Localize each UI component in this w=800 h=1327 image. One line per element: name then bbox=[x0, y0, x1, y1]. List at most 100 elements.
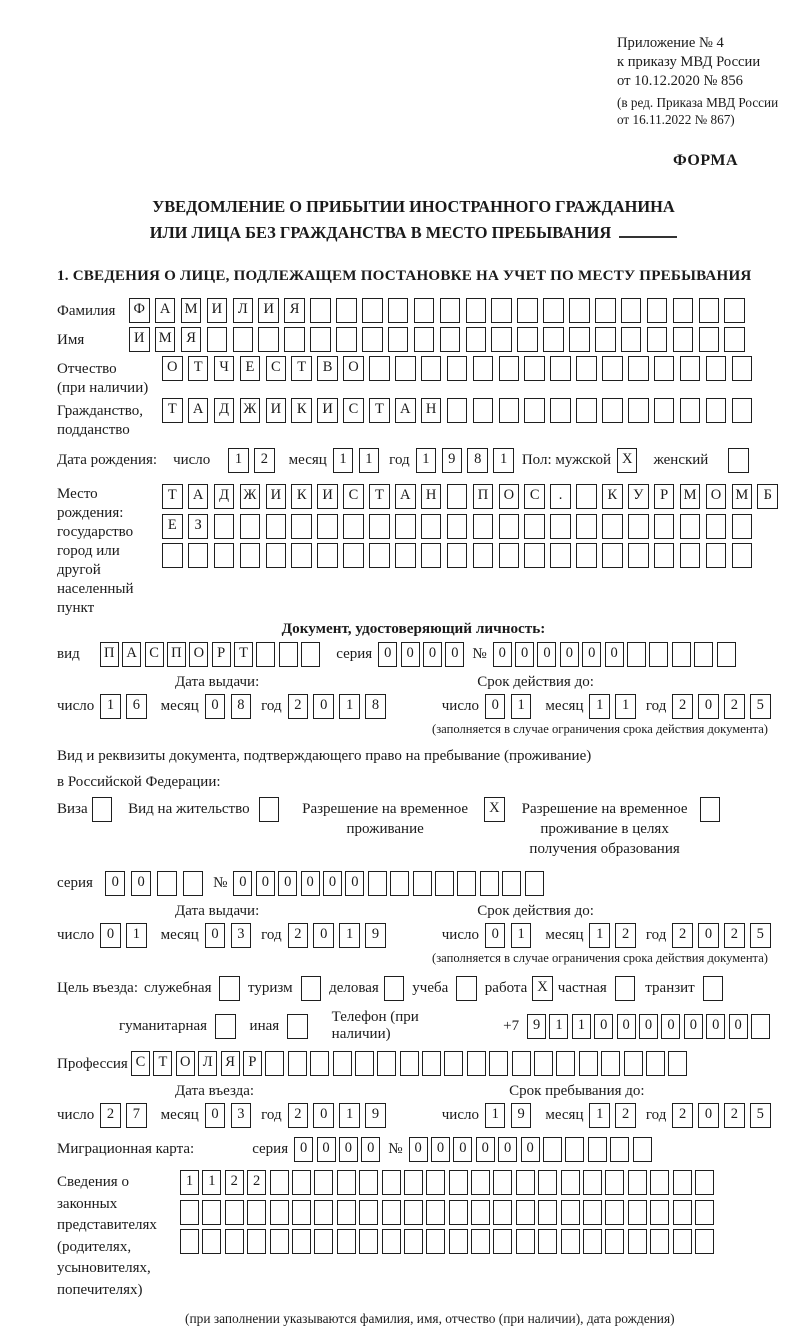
residence-permit-checkbox-cell[interactable] bbox=[258, 797, 280, 822]
birth-year-cell[interactable]: 1 bbox=[415, 448, 437, 473]
doc-number-cell[interactable] bbox=[694, 642, 714, 667]
birth-place-char-cell[interactable]: И bbox=[265, 484, 287, 509]
migration-series-cell[interactable]: 0 bbox=[361, 1137, 381, 1162]
profession-char-cell[interactable] bbox=[668, 1051, 688, 1076]
profession-char-cell[interactable]: Р bbox=[242, 1051, 262, 1076]
representative-char-cell[interactable] bbox=[291, 1229, 311, 1254]
representative-char-cell[interactable] bbox=[650, 1199, 670, 1225]
representative-char-cell[interactable] bbox=[672, 1199, 692, 1225]
patronymic-char-cell[interactable]: Т bbox=[187, 356, 209, 381]
representative-char-cell[interactable] bbox=[202, 1229, 222, 1254]
business-checkbox[interactable] bbox=[383, 976, 405, 1001]
citizenship-char-cell[interactable]: Ж bbox=[239, 398, 261, 423]
representative-char-cell[interactable] bbox=[627, 1229, 647, 1254]
name-char-cell[interactable] bbox=[310, 327, 331, 352]
representative-char-cell[interactable] bbox=[336, 1229, 356, 1254]
humanitarian-checkbox-cell[interactable] bbox=[215, 1013, 236, 1039]
residence-valid-day-cell[interactable]: 0 bbox=[484, 923, 506, 948]
representative-char-cell[interactable] bbox=[493, 1199, 513, 1225]
birth-place-char-cell[interactable] bbox=[550, 543, 571, 568]
birth-place-char-cell[interactable] bbox=[472, 513, 494, 539]
transit-checkbox-cell[interactable] bbox=[702, 976, 724, 1001]
profession-char-cell[interactable] bbox=[511, 1051, 531, 1076]
birth-place-char-cell[interactable] bbox=[679, 513, 701, 539]
citizenship-char-cell[interactable]: А bbox=[187, 398, 209, 423]
citizenship-char-cell[interactable]: С bbox=[343, 398, 364, 423]
patronymic-char-cell[interactable]: О bbox=[162, 356, 183, 381]
birth-place-char-cell[interactable]: Д bbox=[213, 484, 235, 509]
representative-char-cell[interactable] bbox=[515, 1229, 535, 1254]
representative-char-cell[interactable] bbox=[426, 1170, 446, 1195]
residence-series-cell[interactable] bbox=[182, 871, 204, 896]
doc-number-cell[interactable]: 0 bbox=[582, 642, 602, 667]
citizenship-char-cell[interactable] bbox=[679, 398, 701, 423]
birth-place-char-cell[interactable] bbox=[420, 543, 442, 568]
residence-issue-day-cell[interactable]: 1 bbox=[126, 923, 147, 948]
birth-place-char-cell[interactable] bbox=[653, 543, 675, 568]
residence-permit-checkbox[interactable] bbox=[258, 797, 280, 822]
doc-valid-year-cell[interactable]: 5 bbox=[750, 694, 771, 719]
migration-number-cell[interactable] bbox=[610, 1137, 630, 1162]
representative-char-cell[interactable] bbox=[336, 1170, 356, 1195]
citizenship-char-cell[interactable]: Д bbox=[213, 398, 235, 423]
representative-char-cell[interactable]: 1 bbox=[180, 1170, 199, 1195]
surname-char-cell[interactable] bbox=[543, 298, 564, 323]
birth-place-char-cell[interactable] bbox=[343, 543, 364, 568]
name-char-cell[interactable] bbox=[491, 327, 512, 352]
surname-char-cell[interactable] bbox=[517, 298, 538, 323]
private-checkbox-cell[interactable] bbox=[614, 976, 636, 1001]
doc-kind-char-cell[interactable] bbox=[256, 642, 276, 667]
profession-char-cell[interactable] bbox=[399, 1051, 419, 1076]
representative-char-cell[interactable] bbox=[247, 1229, 267, 1254]
surname-char-cell[interactable]: И bbox=[206, 298, 228, 323]
residence-number-cell[interactable]: 0 bbox=[255, 871, 275, 896]
birth-place-char-cell[interactable] bbox=[524, 543, 545, 568]
migration-series-cell[interactable]: 0 bbox=[338, 1137, 358, 1162]
doc-kind-char-cell[interactable]: Р bbox=[211, 642, 231, 667]
residence-issue-year-cell[interactable]: 1 bbox=[339, 923, 360, 948]
residence-valid-year-cell[interactable]: 0 bbox=[698, 923, 719, 948]
surname-char-cell[interactable] bbox=[698, 298, 720, 323]
citizenship-char-cell[interactable] bbox=[472, 398, 494, 423]
surname-char-cell[interactable] bbox=[413, 298, 435, 323]
doc-kind-char-cell[interactable]: П bbox=[99, 642, 119, 667]
doc-issue-year-cell[interactable]: 0 bbox=[313, 694, 334, 719]
surname-char-cell[interactable]: Я bbox=[284, 298, 305, 323]
doc-number-cell[interactable] bbox=[671, 642, 691, 667]
doc-number-cell[interactable]: 0 bbox=[537, 642, 557, 667]
birth-place-char-cell[interactable]: М bbox=[731, 484, 753, 509]
profession-char-cell[interactable] bbox=[466, 1051, 486, 1076]
surname-char-cell[interactable] bbox=[465, 298, 487, 323]
representative-char-cell[interactable] bbox=[627, 1170, 647, 1195]
phone-digit-cell[interactable]: 1 bbox=[549, 1013, 569, 1039]
name-char-cell[interactable] bbox=[284, 327, 305, 352]
doc-kind-char-cell[interactable] bbox=[278, 642, 298, 667]
entry-day-cell[interactable]: 2 bbox=[100, 1103, 121, 1128]
profession-char-cell[interactable] bbox=[645, 1051, 665, 1076]
birth-place-char-cell[interactable]: Е bbox=[162, 513, 183, 539]
birth-month-cell[interactable]: 1 bbox=[358, 448, 380, 473]
birth-place-char-cell[interactable] bbox=[602, 513, 623, 539]
residence-series-cell[interactable]: 0 bbox=[104, 871, 126, 896]
birth-place-char-cell[interactable] bbox=[265, 513, 287, 539]
patronymic-char-cell[interactable] bbox=[679, 356, 701, 381]
birth-place-char-cell[interactable]: А bbox=[395, 484, 416, 509]
sex-female-checkbox[interactable] bbox=[728, 448, 749, 473]
patronymic-char-cell[interactable]: О bbox=[343, 356, 364, 381]
birth-place-char-cell[interactable] bbox=[187, 543, 209, 568]
residence-number-cell[interactable] bbox=[524, 871, 544, 896]
birth-place-char-cell[interactable] bbox=[653, 513, 675, 539]
name-char-cell[interactable] bbox=[595, 327, 616, 352]
profession-char-cell[interactable]: Я bbox=[220, 1051, 240, 1076]
phone-digit-cell[interactable]: 0 bbox=[661, 1013, 681, 1039]
patronymic-char-cell[interactable]: Ч bbox=[213, 356, 235, 381]
patronymic-char-cell[interactable] bbox=[446, 356, 468, 381]
doc-series-cell[interactable]: 0 bbox=[445, 642, 465, 667]
name-char-cell[interactable] bbox=[439, 327, 461, 352]
representative-char-cell[interactable] bbox=[314, 1199, 334, 1225]
birth-place-char-cell[interactable] bbox=[498, 513, 520, 539]
patronymic-char-cell[interactable] bbox=[524, 356, 545, 381]
stay-day-cell[interactable]: 9 bbox=[510, 1103, 532, 1128]
representative-char-cell[interactable] bbox=[180, 1229, 199, 1254]
representative-char-cell[interactable] bbox=[403, 1170, 423, 1195]
